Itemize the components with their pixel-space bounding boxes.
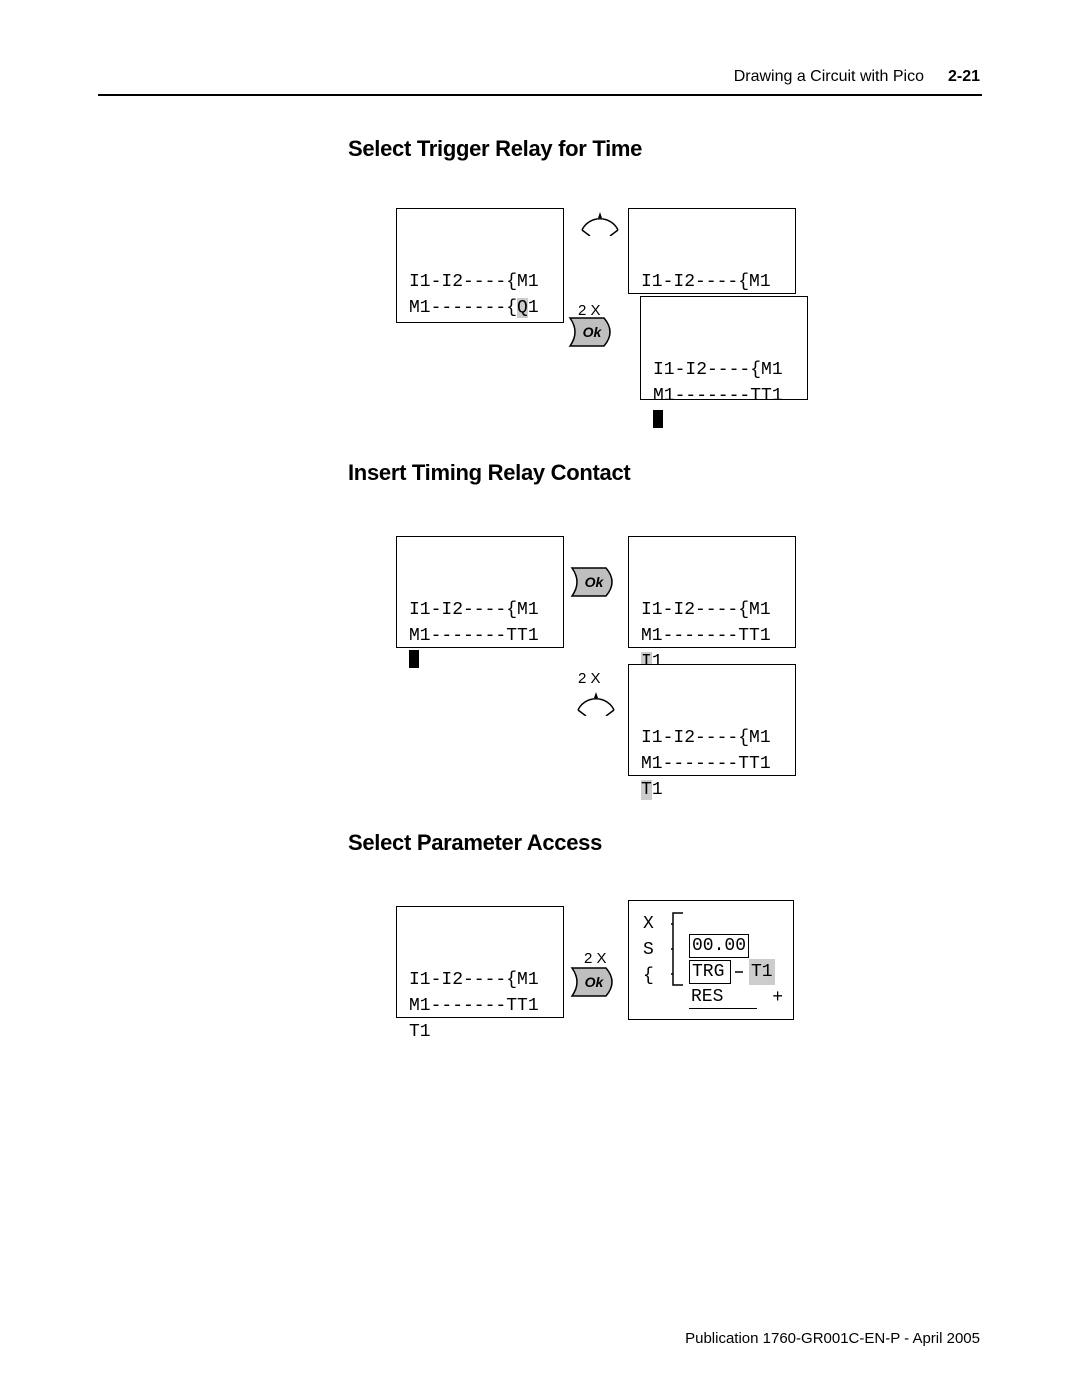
lcd-line: M1-------TT1 bbox=[641, 626, 771, 646]
lcd-line: M1-------TT1 bbox=[653, 386, 783, 406]
lcd-line: I1-I2----{M1 bbox=[641, 272, 771, 292]
lcd-line: M1-------{ bbox=[409, 298, 517, 318]
dash-icon bbox=[735, 967, 745, 977]
lcd-box-1: I1-I2----{M1 M1-------{Q1 bbox=[396, 208, 564, 323]
param-t1-highlight: T1 bbox=[749, 959, 775, 985]
param-label: { bbox=[643, 963, 671, 989]
page-number: 2-21 bbox=[948, 68, 980, 86]
ok-button-icon-1: Ok bbox=[568, 316, 618, 348]
cursor-icon bbox=[409, 650, 419, 668]
header-title: Drawing a Circuit with Pico bbox=[734, 68, 924, 86]
lcd-line: I1-I2----{M1 bbox=[653, 360, 783, 380]
svg-text:Ok: Ok bbox=[585, 574, 605, 590]
svg-text:Ok: Ok bbox=[585, 974, 605, 990]
lcd-line: T1 bbox=[409, 1022, 431, 1042]
heading-insert-timing-relay: Insert Timing Relay Contact bbox=[348, 460, 630, 486]
lcd-line: M1-------TT1 bbox=[409, 626, 539, 646]
cursor-icon bbox=[653, 410, 663, 428]
param-trg: TRG bbox=[689, 960, 731, 984]
svg-text:Ok: Ok bbox=[583, 324, 603, 340]
lcd-line: 1 bbox=[652, 780, 663, 800]
param-label: X bbox=[643, 911, 671, 937]
page-footer: Publication 1760-GR001C-EN-P - April 200… bbox=[685, 1330, 980, 1347]
lcd-line: 1 bbox=[528, 298, 539, 318]
lcd-line: I1-I2----{M1 bbox=[409, 600, 539, 620]
lcd-line: M1-------TT1 bbox=[409, 996, 539, 1016]
lcd-line: I1-I2----{M1 bbox=[641, 728, 771, 748]
heading-select-trigger-relay: Select Trigger Relay for Time bbox=[348, 136, 642, 162]
lcd-line: I1-I2----{M1 bbox=[409, 970, 539, 990]
lcd-highlight-t: T bbox=[641, 780, 652, 800]
lcd-line: I1-I2----{M1 bbox=[409, 272, 539, 292]
lcd-box-7: I1-I2----{M1 M1-------TT1 T1 bbox=[396, 906, 564, 1018]
heading-select-parameter-access: Select Parameter Access bbox=[348, 830, 602, 856]
up-arrow-icon bbox=[576, 206, 624, 236]
lcd-box-4: I1-I2----{M1 M1-------TT1 bbox=[396, 536, 564, 648]
count-2x-label-2: 2 X bbox=[578, 670, 601, 687]
bracket-icon bbox=[671, 911, 685, 1017]
ok-button-icon-2: Ok bbox=[570, 566, 620, 598]
param-value: 00.00 bbox=[689, 934, 749, 958]
up-arrow-icon-2 bbox=[572, 686, 620, 716]
page-header: Drawing a Circuit with Pico 2-21 bbox=[734, 68, 980, 86]
count-2x-label-3: 2 X bbox=[584, 950, 607, 967]
lcd-line: M1-------TT1 bbox=[641, 754, 771, 774]
lcd-box-6: I1-I2----{M1 M1-------TT1 T1 bbox=[628, 664, 796, 776]
ok-button-icon-3: Ok bbox=[570, 966, 620, 998]
lcd-line: I1-I2----{M1 bbox=[641, 600, 771, 620]
param-label: S bbox=[643, 937, 671, 963]
parameter-box: X S { 00.00 TRG T1 RES + bbox=[628, 900, 794, 1020]
lcd-box-3: I1-I2----{M1 M1-------TT1 bbox=[640, 296, 808, 400]
lcd-box-2: I1-I2----{M1 M1-------TT1 bbox=[628, 208, 796, 294]
param-plus: + bbox=[772, 985, 783, 1011]
lcd-box-5: I1-I2----{M1 M1-------TT1 I1 bbox=[628, 536, 796, 648]
lcd-highlight-q: Q bbox=[517, 298, 528, 318]
param-res: RES bbox=[689, 987, 757, 1009]
header-rule bbox=[98, 94, 982, 96]
